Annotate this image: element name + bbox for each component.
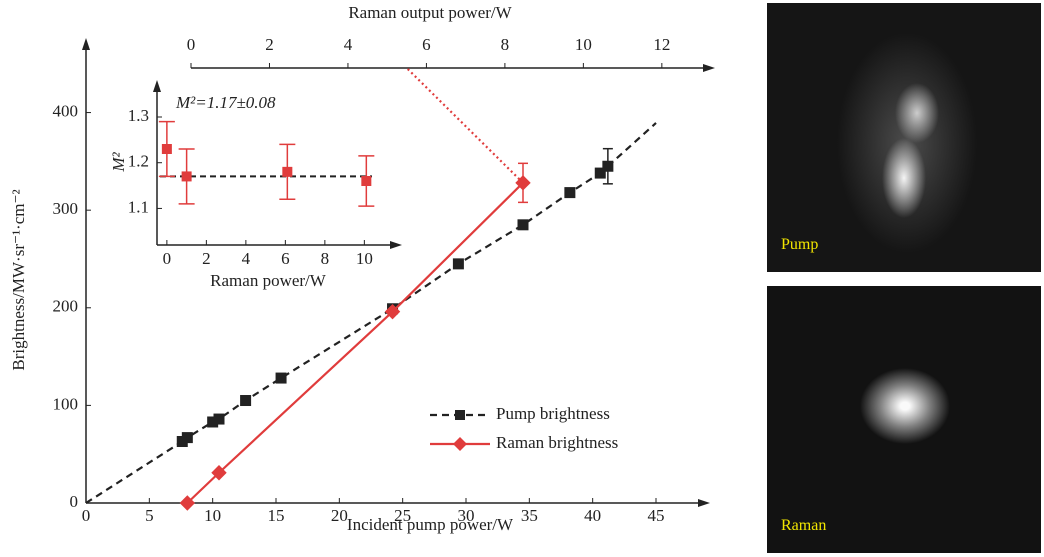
x-tick-label: 0 xyxy=(82,506,91,525)
marker xyxy=(161,144,172,154)
fit-line xyxy=(607,122,657,168)
fit-line xyxy=(85,440,183,504)
legend-marker xyxy=(453,437,467,451)
x2-axis-label: Raman output power/W xyxy=(348,3,512,22)
marker xyxy=(594,167,606,179)
inset-y-tick-label: 1.2 xyxy=(128,152,149,171)
inset-x-tick-label: 10 xyxy=(356,249,373,268)
y-tick-label: 300 xyxy=(53,199,79,218)
axis-arrow xyxy=(703,64,715,72)
marker xyxy=(207,416,219,428)
inset-y-label: M² xyxy=(109,151,128,172)
y-axis-label: Brightness/MW·sr⁻¹·cm⁻² xyxy=(9,189,28,370)
inset-x-tick-label: 6 xyxy=(281,249,290,268)
marker xyxy=(240,395,252,407)
inset-x-tick-label: 2 xyxy=(202,249,211,268)
axis-arrow xyxy=(390,241,402,249)
chart: Incident pump power/W Raman output power… xyxy=(9,3,715,534)
inset-x-label: Raman power/W xyxy=(210,271,327,290)
inset-x-tick-label: 0 xyxy=(163,249,172,268)
y-tick-label: 400 xyxy=(53,101,79,120)
y-tick-label: 200 xyxy=(53,297,79,316)
x2-tick-label: 0 xyxy=(187,35,196,54)
marker xyxy=(275,372,287,384)
y-tick-label: 100 xyxy=(53,394,79,413)
x-tick-label: 25 xyxy=(394,506,411,525)
legend-marker xyxy=(455,410,465,420)
marker xyxy=(213,413,225,425)
legend-label: Pump brightness xyxy=(496,404,610,423)
x-tick-label: 10 xyxy=(204,506,221,525)
x-tick-label: 20 xyxy=(331,506,348,525)
x-axis-label: Incident pump power/W xyxy=(347,515,514,534)
series-line xyxy=(181,165,609,443)
inset-y-tick-label: 1.3 xyxy=(128,106,149,125)
marker xyxy=(361,176,372,186)
legend-label: Raman brightness xyxy=(496,433,618,452)
x2-tick-label: 8 xyxy=(501,35,510,54)
x-tick-label: 40 xyxy=(584,506,601,525)
axis-arrow xyxy=(153,80,161,92)
x2-tick-label: 2 xyxy=(265,35,274,54)
pump-image: Pump xyxy=(767,3,1041,272)
marker xyxy=(517,219,529,231)
image-label: Raman xyxy=(781,517,827,534)
x-tick-label: 45 xyxy=(648,506,665,525)
marker xyxy=(602,160,614,172)
x2-tick-label: 10 xyxy=(575,35,592,54)
marker xyxy=(179,495,196,511)
x2-tick-label: 4 xyxy=(344,35,353,54)
x2-tick-label: 6 xyxy=(422,35,431,54)
marker xyxy=(564,187,576,199)
fit-extension xyxy=(405,67,524,184)
marker xyxy=(515,175,531,191)
axis-arrow xyxy=(698,499,710,507)
inset-x-tick-label: 4 xyxy=(242,249,251,268)
y-tick-label: 0 xyxy=(70,492,79,511)
marker xyxy=(181,432,193,444)
marker xyxy=(181,171,192,182)
x-tick-label: 35 xyxy=(521,506,538,525)
inset-y-tick-label: 1.1 xyxy=(128,197,149,216)
image-label: Pump xyxy=(781,236,819,253)
inset-annotation: M²=1.17±0.08 xyxy=(175,93,276,112)
x2-tick-label: 12 xyxy=(653,35,670,54)
inset-x-tick-label: 8 xyxy=(321,249,330,268)
marker xyxy=(384,303,401,320)
series-line xyxy=(186,182,524,504)
marker xyxy=(452,258,464,270)
marker xyxy=(282,166,293,177)
x-tick-label: 15 xyxy=(268,506,285,525)
marker xyxy=(211,465,227,481)
x-tick-label: 30 xyxy=(458,506,475,525)
x-tick-label: 5 xyxy=(145,506,154,525)
raman-image: Raman xyxy=(767,286,1041,553)
axis-arrow xyxy=(82,38,90,50)
